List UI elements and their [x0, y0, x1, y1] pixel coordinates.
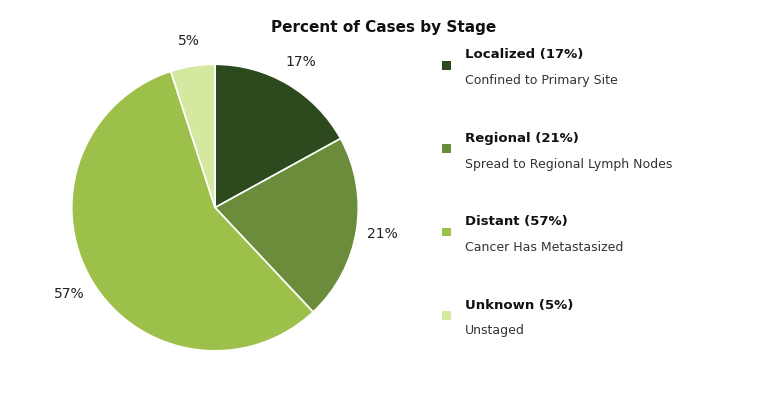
Text: Confined to Primary Site: Confined to Primary Site: [465, 74, 617, 87]
Wedge shape: [215, 138, 359, 312]
Text: 57%: 57%: [55, 287, 84, 301]
Wedge shape: [71, 71, 313, 351]
Text: Percent of Cases by Stage: Percent of Cases by Stage: [271, 20, 497, 35]
Wedge shape: [215, 64, 340, 208]
Text: Unknown (5%): Unknown (5%): [465, 299, 573, 312]
Text: 17%: 17%: [286, 55, 316, 69]
Text: Cancer Has Metastasized: Cancer Has Metastasized: [465, 241, 623, 254]
Text: Localized (17%): Localized (17%): [465, 48, 583, 61]
Wedge shape: [170, 64, 215, 208]
Text: Regional (21%): Regional (21%): [465, 132, 578, 145]
Text: Unstaged: Unstaged: [465, 324, 525, 337]
Text: Spread to Regional Lymph Nodes: Spread to Regional Lymph Nodes: [465, 158, 672, 171]
Text: 5%: 5%: [177, 34, 200, 48]
Text: 21%: 21%: [366, 227, 397, 241]
Text: Distant (57%): Distant (57%): [465, 215, 568, 228]
